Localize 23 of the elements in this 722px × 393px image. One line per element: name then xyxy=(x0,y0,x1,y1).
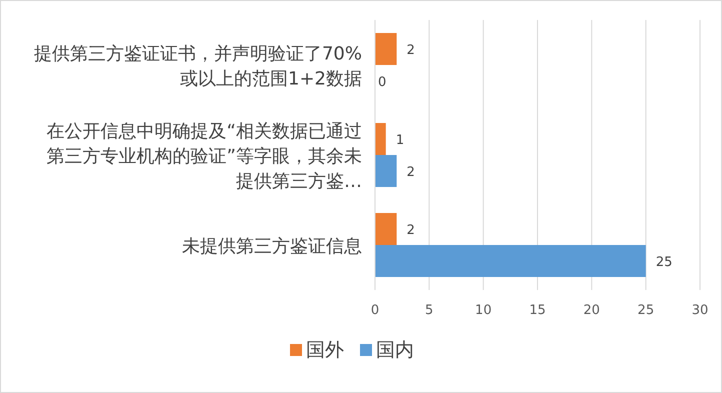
data-label: 2 xyxy=(406,165,415,180)
data-label: 2 xyxy=(406,43,415,58)
bar xyxy=(375,33,397,65)
bar xyxy=(375,213,397,245)
x-tick-label: 0 xyxy=(370,303,380,318)
legend-label: 国外 xyxy=(306,339,344,361)
x-tick-label: 30 xyxy=(692,303,708,318)
x-tick-label: 5 xyxy=(425,303,434,318)
bar xyxy=(375,245,646,277)
x-tick-label: 10 xyxy=(475,303,492,318)
y-tick-label: 在公开信息中明确提及“相关数据已通过第三方专业机构的验证”等字眼，其余未提供第三方鉴… xyxy=(46,121,362,192)
x-tick-label: 20 xyxy=(583,303,600,318)
bar xyxy=(375,155,397,187)
x-tick-label: 15 xyxy=(529,303,546,318)
x-tick-label: 25 xyxy=(638,303,654,318)
data-label: 0 xyxy=(378,75,386,90)
data-label: 25 xyxy=(656,255,672,270)
legend-label: 国内 xyxy=(376,339,414,361)
y-tick-label: 提供第三方鉴证证书，并声明验证了70%或以上的范围1+2数据 xyxy=(34,44,362,90)
data-label: 1 xyxy=(396,133,404,148)
y-tick-label: 未提供第三方鉴证信息 xyxy=(182,236,362,257)
data-label: 2 xyxy=(406,223,415,238)
bar xyxy=(375,123,386,155)
